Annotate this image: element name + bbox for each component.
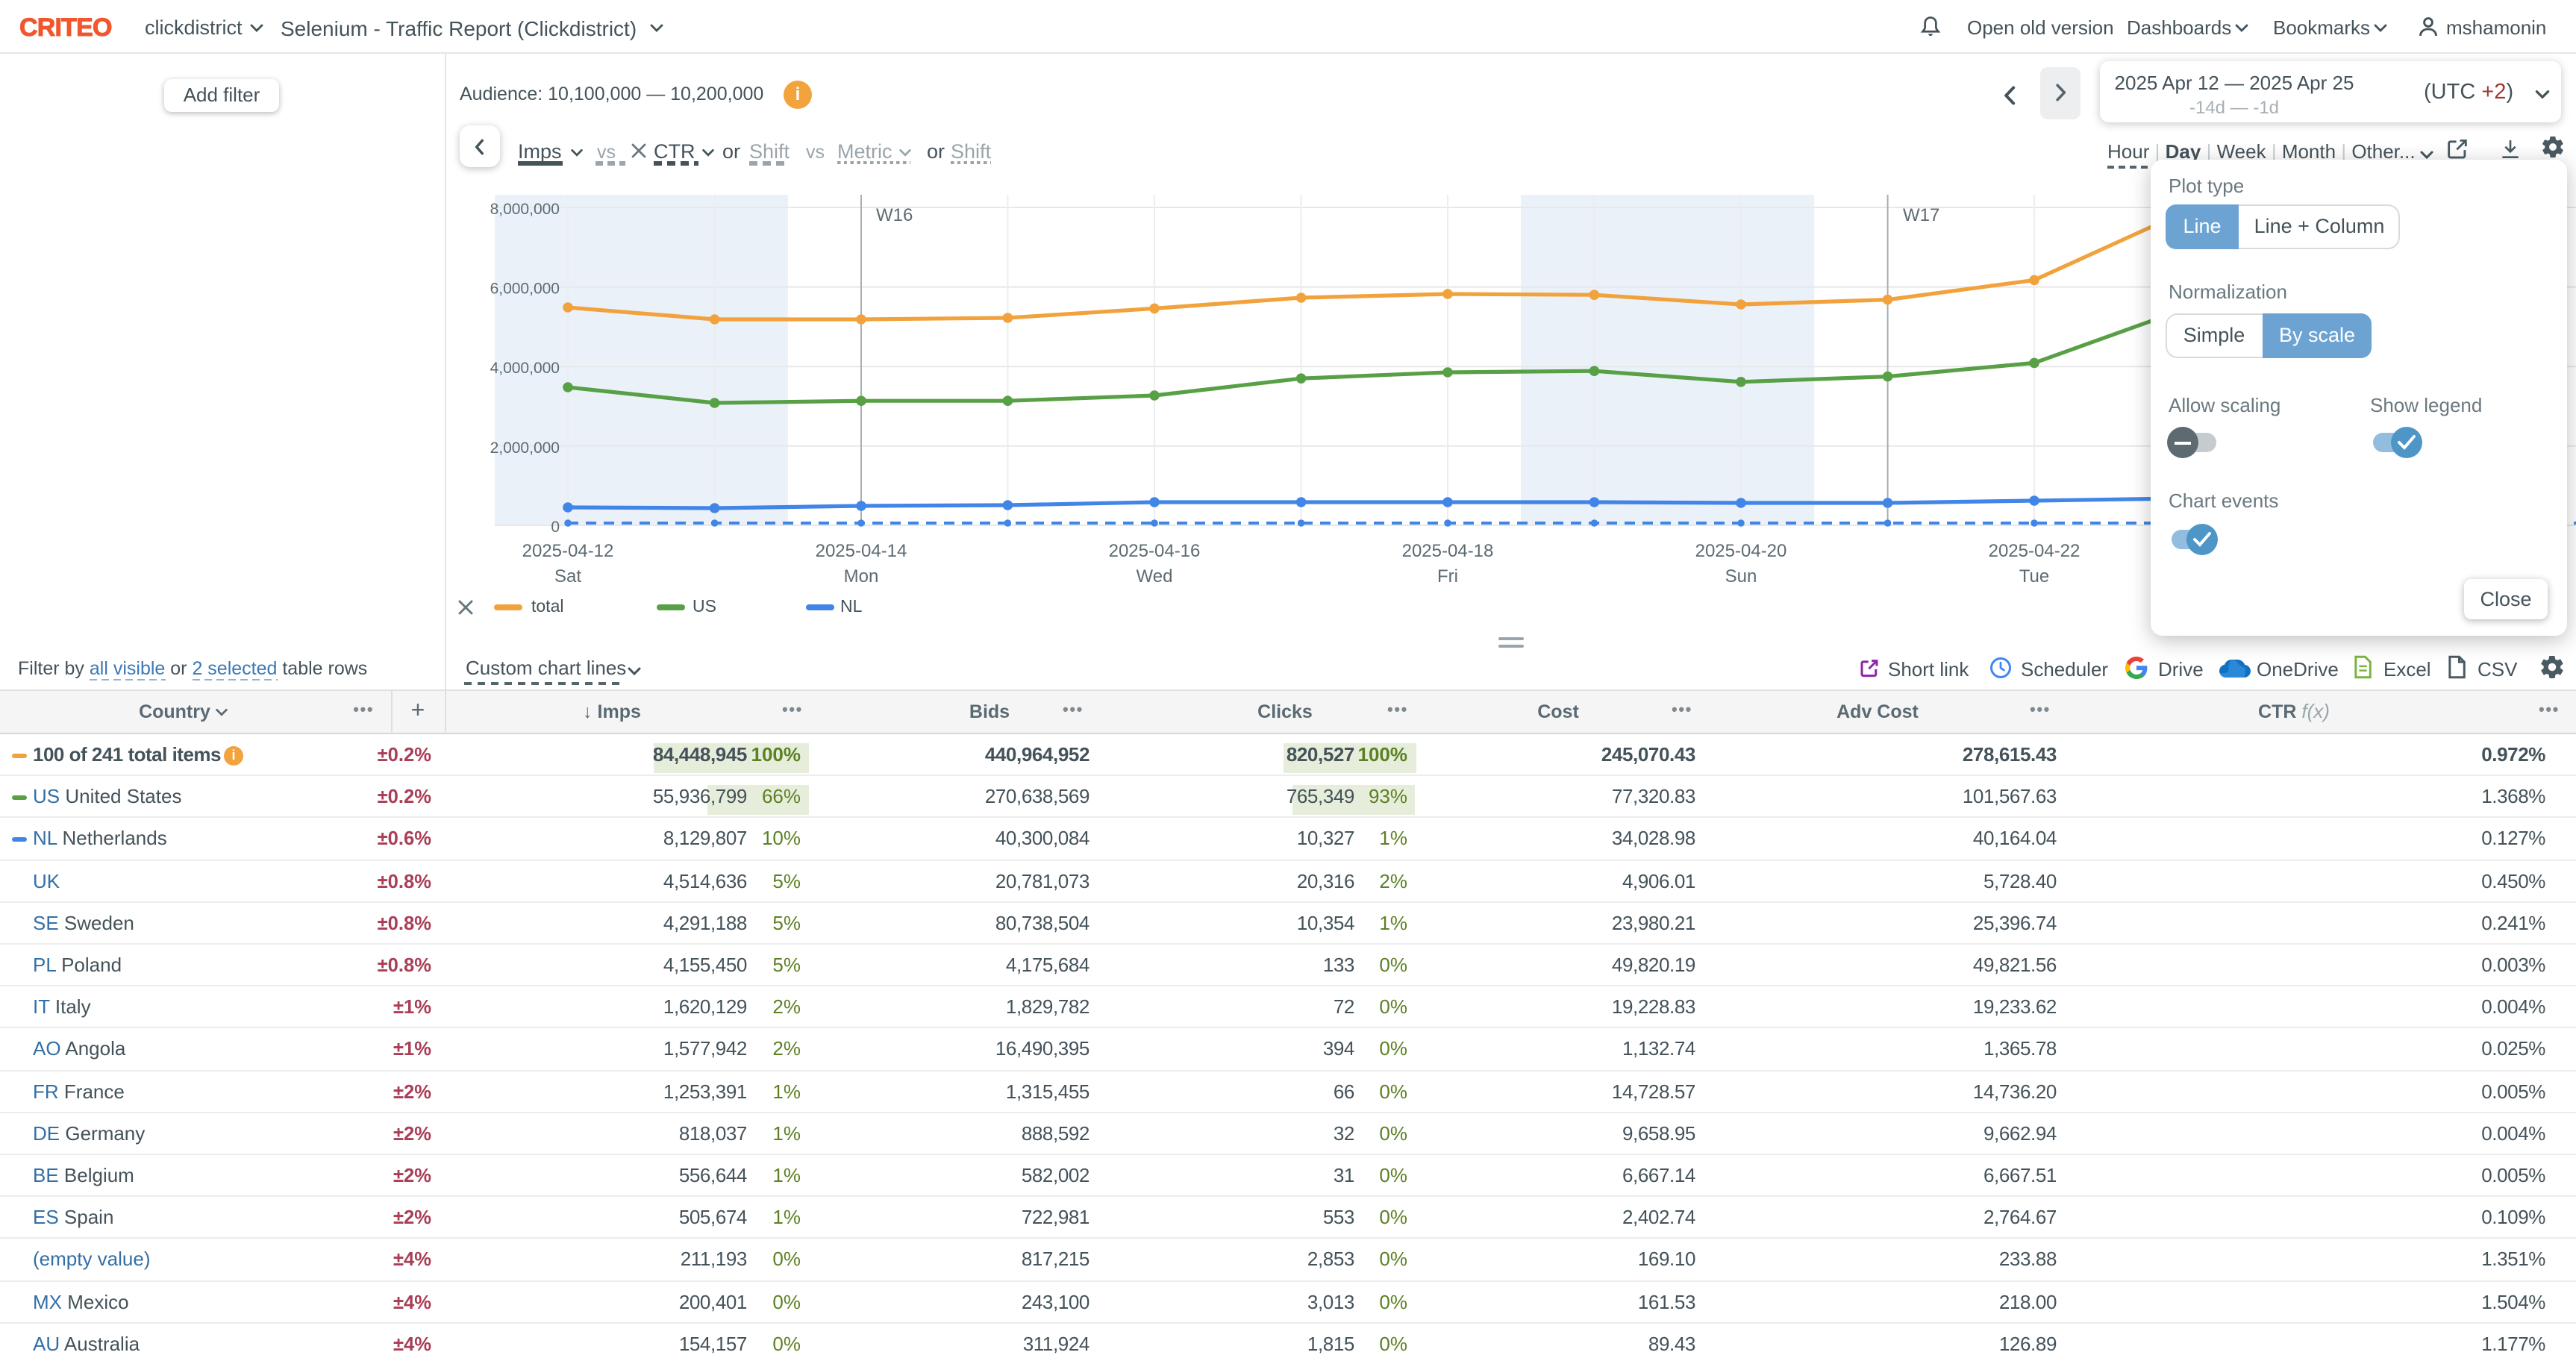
svg-text:2025-04-12: 2025-04-12 (522, 541, 614, 561)
svg-text:2,000,000: 2,000,000 (490, 439, 560, 457)
svg-text:6,000,000: 6,000,000 (490, 281, 560, 298)
svg-text:2025-04-18: 2025-04-18 (1402, 541, 1494, 561)
svg-text:W17: W17 (1903, 205, 1939, 225)
svg-text:Fri: Fri (1437, 566, 1458, 586)
svg-text:2025-04-22: 2025-04-22 (1989, 541, 2081, 561)
svg-text:2025-04-20: 2025-04-20 (1695, 541, 1787, 561)
svg-text:Sun: Sun (1725, 566, 1757, 586)
svg-text:0: 0 (551, 519, 560, 536)
svg-text:2025-04-16: 2025-04-16 (1109, 541, 1201, 561)
svg-text:Sat: Sat (554, 566, 581, 586)
svg-text:Mon: Mon (844, 566, 879, 586)
svg-text:8,000,000: 8,000,000 (490, 201, 560, 218)
svg-text:Wed: Wed (1137, 566, 1173, 586)
svg-text:2025-04-14: 2025-04-14 (816, 541, 907, 561)
svg-text:Tue: Tue (2019, 566, 2049, 586)
svg-text:4,000,000: 4,000,000 (490, 360, 560, 377)
svg-text:W16: W16 (876, 205, 913, 225)
